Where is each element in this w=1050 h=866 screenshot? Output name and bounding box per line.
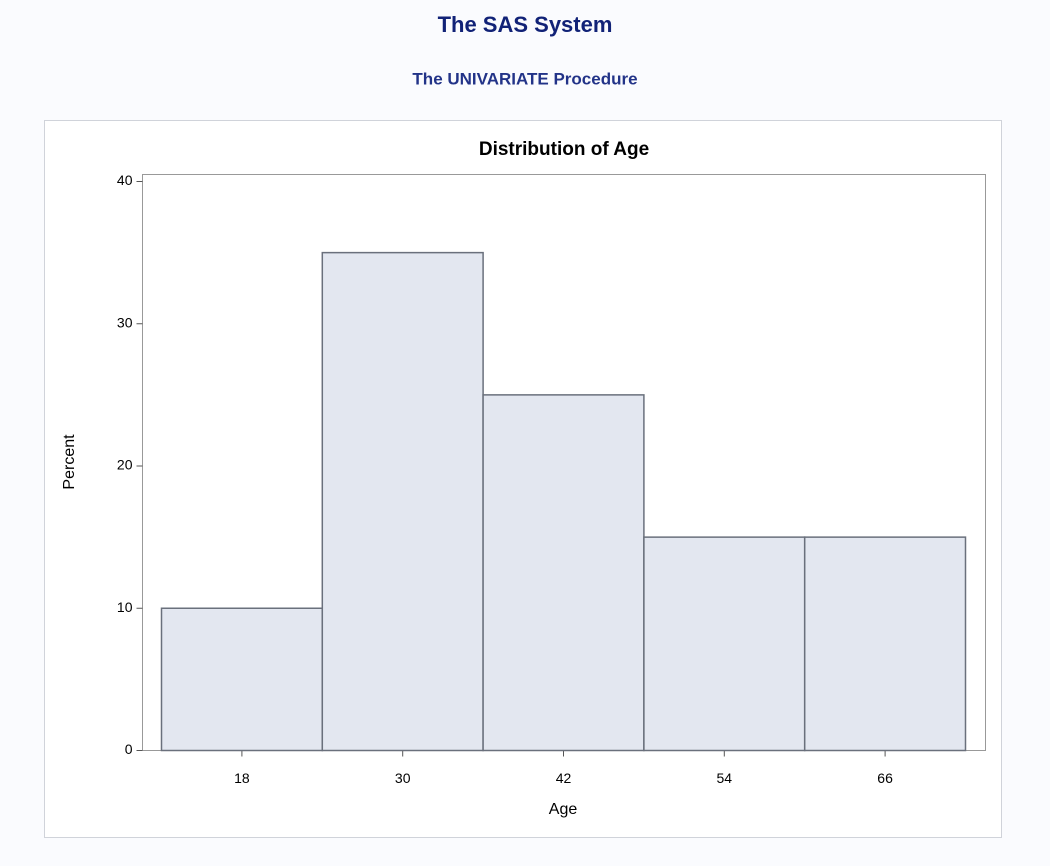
bar: [482, 394, 645, 752]
page-title: The SAS System: [438, 12, 613, 37]
bar: [160, 607, 324, 752]
y-axis-label: Percent: [61, 434, 78, 490]
y-tick-label: 0: [125, 741, 133, 757]
chart-title: Distribution of Age: [479, 139, 649, 160]
y-tick-label: 40: [117, 172, 133, 188]
x-tick-label: 54: [717, 770, 733, 786]
x-axis-label: Age: [549, 801, 578, 818]
x-tick-label: 42: [556, 770, 572, 786]
x-tick-label: 30: [395, 770, 411, 786]
x-tick-label: 18: [234, 770, 250, 786]
x-tick-label: 66: [877, 770, 893, 786]
bar: [321, 251, 484, 752]
y-tick-label: 30: [117, 314, 133, 330]
bar: [643, 536, 806, 752]
y-tick-label: 10: [117, 599, 133, 615]
y-tick-label: 20: [117, 457, 133, 473]
page-subtitle: The UNIVARIATE Procedure: [412, 69, 637, 88]
bar: [803, 536, 967, 752]
